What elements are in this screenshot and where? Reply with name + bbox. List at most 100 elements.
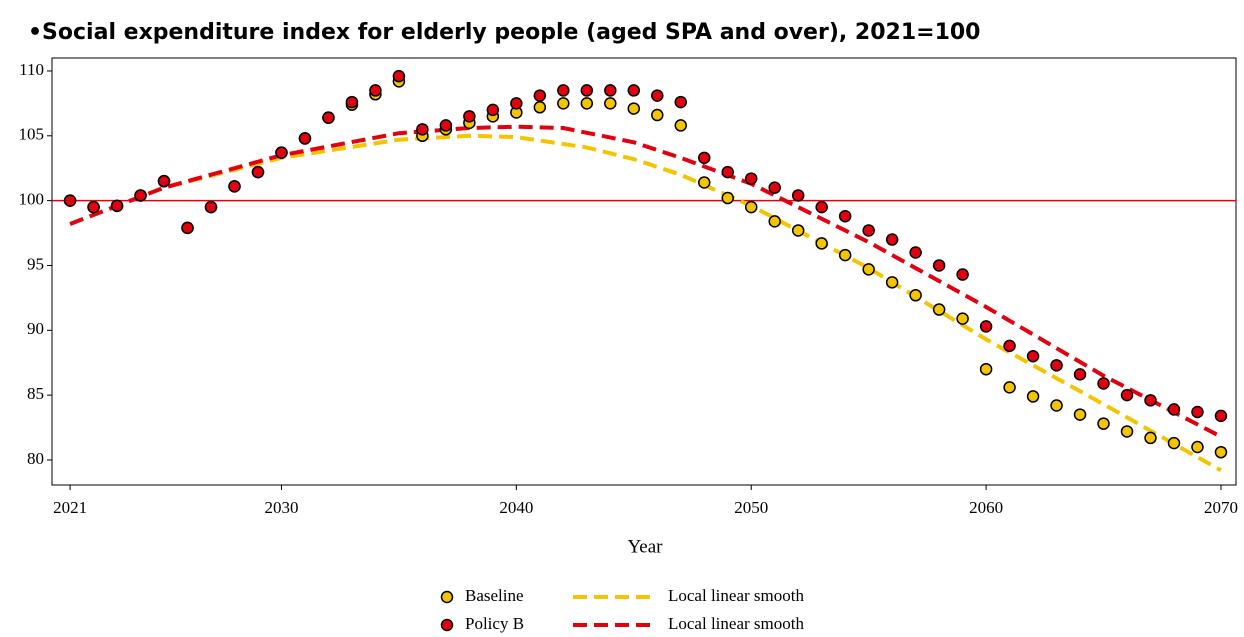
data-point xyxy=(1120,425,1134,438)
data-point xyxy=(791,189,805,202)
data-point xyxy=(768,215,781,228)
data-point xyxy=(744,200,758,214)
y-tick-label: 90 xyxy=(27,319,44,338)
data-point xyxy=(721,191,734,205)
data-point xyxy=(557,84,570,97)
data-point xyxy=(674,119,688,132)
plot-frame xyxy=(51,57,1237,486)
x-tick-label: 2070 xyxy=(1204,498,1238,517)
data-point xyxy=(1144,394,1157,407)
data-point xyxy=(533,89,547,102)
data-point xyxy=(885,233,899,246)
data-point xyxy=(275,146,288,159)
smooth-line xyxy=(69,133,1222,473)
data-point xyxy=(1191,405,1204,419)
data-point xyxy=(768,181,781,194)
data-point xyxy=(956,312,969,325)
x-tick-label: 2030 xyxy=(264,498,298,517)
data-point xyxy=(1214,409,1228,423)
data-point xyxy=(1097,377,1110,390)
data-point xyxy=(838,248,852,262)
x-axis-label: Year xyxy=(627,536,663,557)
legend-label: Policy B xyxy=(465,614,524,633)
data-point xyxy=(885,276,899,289)
data-point xyxy=(674,95,688,109)
data-point xyxy=(580,97,594,110)
data-point xyxy=(1120,388,1134,402)
data-point xyxy=(932,259,946,272)
data-point xyxy=(909,246,922,259)
data-point xyxy=(1003,339,1016,353)
y-tick-label: 100 xyxy=(19,190,45,209)
data-point xyxy=(486,103,500,117)
data-point xyxy=(604,84,617,97)
y-tick-label: 80 xyxy=(27,449,44,468)
legend-label: Local linear smooth xyxy=(668,614,804,633)
smooth-line xyxy=(69,124,1222,439)
data-point xyxy=(1003,381,1016,394)
y-tick-label: 110 xyxy=(19,60,44,79)
data-point xyxy=(697,151,711,165)
data-point xyxy=(510,97,523,110)
data-point xyxy=(1191,440,1204,454)
data-point xyxy=(369,84,382,97)
data-point xyxy=(651,108,664,122)
data-point xyxy=(909,289,922,302)
y-tick-label: 85 xyxy=(27,384,44,403)
data-point xyxy=(721,165,734,179)
x-tick-label: 2040 xyxy=(499,498,533,517)
data-point xyxy=(815,200,828,214)
data-point xyxy=(1214,445,1228,459)
y-tick-label: 105 xyxy=(19,125,45,144)
legend-label: Baseline xyxy=(465,586,524,605)
data-point xyxy=(557,97,570,110)
data-point xyxy=(627,102,641,115)
data-point xyxy=(63,194,77,207)
data-point xyxy=(298,132,312,145)
data-point xyxy=(1073,408,1087,421)
data-point xyxy=(87,200,100,214)
data-point xyxy=(979,362,993,376)
data-point xyxy=(1050,359,1063,372)
legend-marker xyxy=(440,590,454,604)
data-point xyxy=(416,123,429,136)
data-point xyxy=(439,119,453,132)
data-point xyxy=(322,111,335,124)
data-point xyxy=(1167,436,1181,450)
data-point xyxy=(651,89,664,102)
data-point xyxy=(392,69,406,83)
data-point xyxy=(1050,399,1063,412)
data-point xyxy=(932,303,946,316)
data-point xyxy=(463,110,476,123)
data-point xyxy=(110,199,124,213)
legend-label: Local linear smooth xyxy=(668,586,804,605)
data-point xyxy=(251,165,265,179)
data-point xyxy=(1026,349,1040,363)
data-point xyxy=(228,180,241,193)
data-point xyxy=(1026,390,1040,403)
x-tick-label: 2050 xyxy=(734,498,768,517)
data-point xyxy=(862,224,875,237)
data-point xyxy=(979,320,993,333)
data-point xyxy=(697,176,711,189)
data-point xyxy=(862,263,875,276)
data-point xyxy=(204,200,218,214)
data-point xyxy=(345,95,359,109)
data-point xyxy=(134,189,147,202)
data-point xyxy=(580,84,594,97)
data-point xyxy=(815,237,828,250)
legend-marker xyxy=(440,618,454,632)
data-point xyxy=(1144,431,1157,445)
y-tick-label: 95 xyxy=(27,254,44,273)
data-point xyxy=(791,224,805,237)
data-point xyxy=(181,221,194,235)
chart-title: •Social expenditure index for elderly pe… xyxy=(28,20,981,45)
data-point xyxy=(157,174,171,188)
data-point xyxy=(1073,368,1087,381)
data-point xyxy=(627,84,641,97)
data-point xyxy=(956,268,969,281)
x-tick-label: 2060 xyxy=(969,498,1003,517)
data-point xyxy=(838,209,852,223)
data-point xyxy=(1097,417,1110,430)
